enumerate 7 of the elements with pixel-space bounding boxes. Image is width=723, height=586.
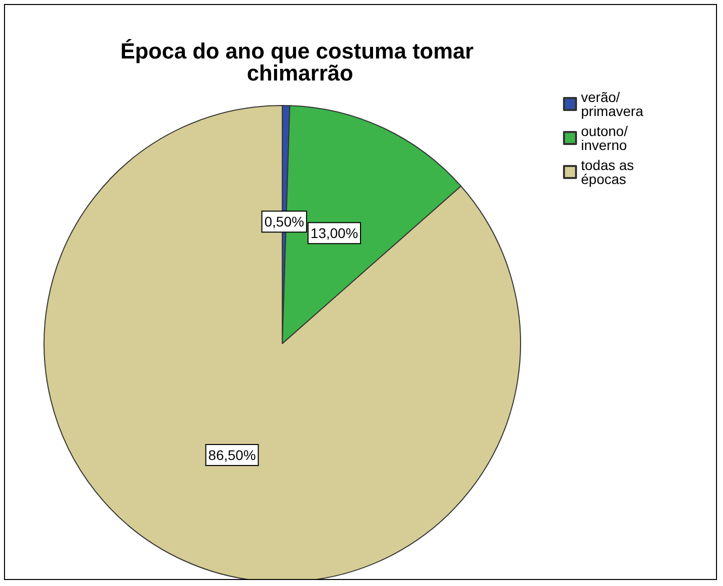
chart-title: Época do ano que costuma tomar chimarrão <box>120 38 480 86</box>
legend-label: todas as épocas <box>581 157 638 187</box>
legend-label: outono/ inverno <box>581 123 632 153</box>
legend-label: verão/ primavera <box>581 89 644 119</box>
data-label: 0,50% <box>264 214 304 230</box>
data-label: 86,50% <box>208 446 256 463</box>
data-label: 13,00% <box>310 225 358 242</box>
